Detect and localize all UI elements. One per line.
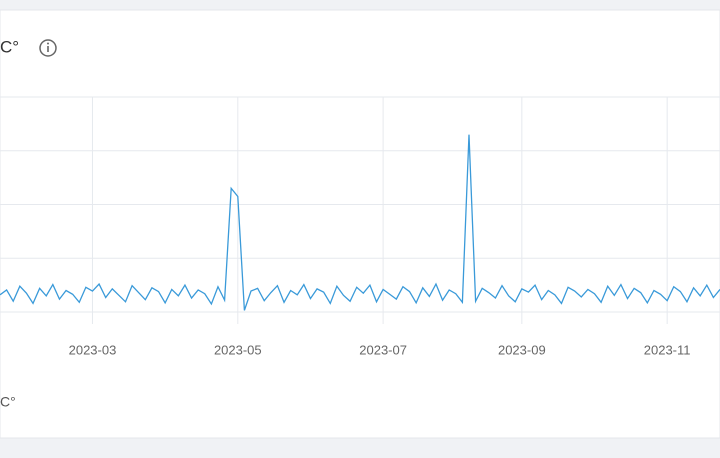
x-tick-label: 2023-03 (69, 342, 117, 357)
x-tick-label: 2023-11 (644, 342, 691, 357)
legend-entry[interactable]: C° (0, 394, 16, 410)
x-tick-label: 2023-09 (498, 342, 546, 357)
series-line (0, 134, 720, 311)
plot: 2023-03 2023-05 2023-07 2023-09 2023-11 (0, 96, 720, 357)
card (0, 9, 720, 439)
x-tick-label: 2023-05 (214, 342, 262, 357)
chart-title: C° (0, 37, 19, 56)
info-icon[interactable] (39, 39, 57, 57)
x-tick-label: 2023-07 (359, 342, 407, 357)
